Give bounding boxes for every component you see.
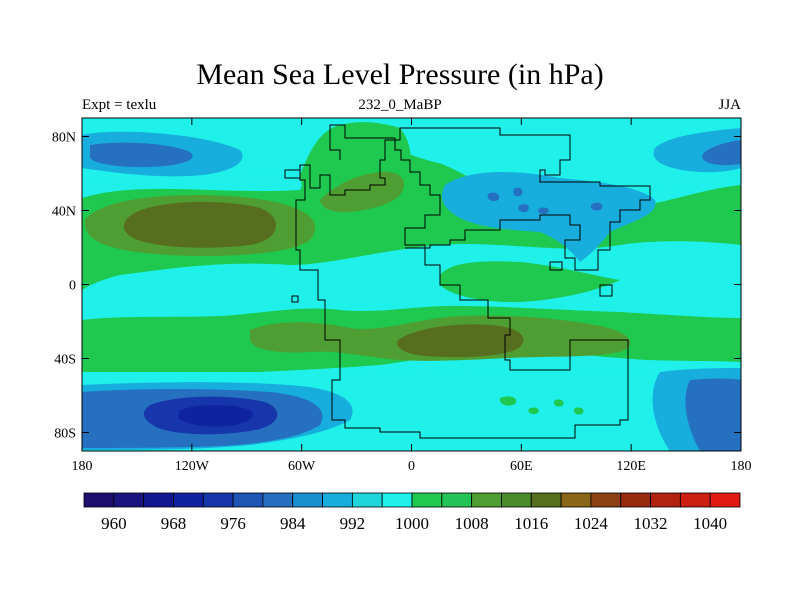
- colorbar-swatch: [560, 492, 592, 508]
- colorbar-swatch: [202, 492, 234, 508]
- x-tick-label: 60E: [510, 459, 533, 474]
- colorbar-label: 992: [340, 514, 366, 533]
- colorbar-label: 1016: [514, 514, 548, 533]
- colorbar-swatch: [143, 492, 174, 508]
- colorbar-swatch: [351, 492, 383, 508]
- y-tick-label: 0: [69, 279, 76, 294]
- contour-band-north-high-core: [123, 201, 277, 248]
- colorbar-label: 1008: [455, 514, 489, 533]
- colorbar-swatch: [650, 492, 681, 508]
- contour-arctic-low-east-core: [702, 140, 741, 166]
- colorbar-swatch: [530, 492, 562, 508]
- chart-title: Mean Sea Level Pressure (in hPa): [196, 58, 604, 91]
- x-tick-label: 120W: [175, 459, 210, 474]
- x-tick-label: 0: [408, 459, 415, 474]
- y-tick-label: 40S: [54, 353, 76, 368]
- colorbar-swatch: [292, 492, 323, 508]
- contour-asia-low-core: [487, 187, 603, 215]
- colorbar-swatch: [501, 492, 532, 508]
- colorbar-label: 968: [161, 514, 187, 533]
- contour-arctic-low-west-core: [90, 142, 193, 168]
- x-tick-label: 180: [731, 459, 752, 474]
- colorbar-swatch: [441, 492, 473, 508]
- colorbar-swatch: [83, 492, 115, 508]
- continent-outline: [284, 124, 651, 439]
- colorbar-swatch: [590, 492, 622, 508]
- contour-southern-low-center: [178, 405, 253, 427]
- contour-field: [82, 118, 741, 451]
- y-tick-label: 80N: [52, 131, 76, 146]
- colorbar-swatch: [679, 492, 711, 508]
- colorbar-swatch: [620, 492, 651, 508]
- colorbar-swatch: [411, 492, 443, 508]
- x-tick-label: 180: [72, 459, 93, 474]
- y-tick-label: 80S: [54, 427, 76, 442]
- colorbar-swatch: [322, 492, 353, 508]
- y-tick-label: 40N: [52, 205, 76, 220]
- contour-south-green-patches: [499, 396, 584, 415]
- time-label: 232_0_MaBP: [358, 97, 442, 113]
- colorbar-label: 1040: [693, 514, 727, 533]
- colorbar: 960 968 976 984 992 1000 1008 1016 1024 1032 1040: [83, 492, 741, 533]
- colorbar-label: 976: [220, 514, 246, 533]
- x-tick-label: 60W: [288, 459, 316, 474]
- contour-band-south-high-core: [397, 324, 524, 358]
- colorbar-swatch: [173, 492, 204, 508]
- colorbar-swatch: [113, 492, 145, 508]
- colorbar-swatch: [232, 492, 264, 508]
- colorbar-swatch: [262, 492, 294, 508]
- y-axis: 80N 40N 0 40S 80S: [52, 131, 741, 442]
- colorbar-label: 1032: [634, 514, 668, 533]
- x-tick-label: 120E: [616, 459, 646, 474]
- colorbar-label: 960: [101, 514, 127, 533]
- colorbar-label: 984: [280, 514, 306, 533]
- colorbar-swatch: [709, 492, 741, 508]
- colorbar-label: 1000: [395, 514, 429, 533]
- colorbar-label: 1024: [574, 514, 609, 533]
- contour-southern-low-band-2-east: [685, 378, 741, 451]
- x-axis: 180 120W 60W 0 60E 120E 180: [72, 118, 752, 474]
- contour-band-equator-green: [440, 261, 620, 303]
- experiment-label: Expt = texlu: [82, 97, 157, 113]
- season-label: JJA: [718, 97, 741, 113]
- contour-band-north-olive: [320, 171, 404, 213]
- colorbar-swatch: [381, 492, 413, 508]
- colorbar-swatch: [471, 492, 502, 508]
- contour-band-north-polar: [82, 118, 741, 191]
